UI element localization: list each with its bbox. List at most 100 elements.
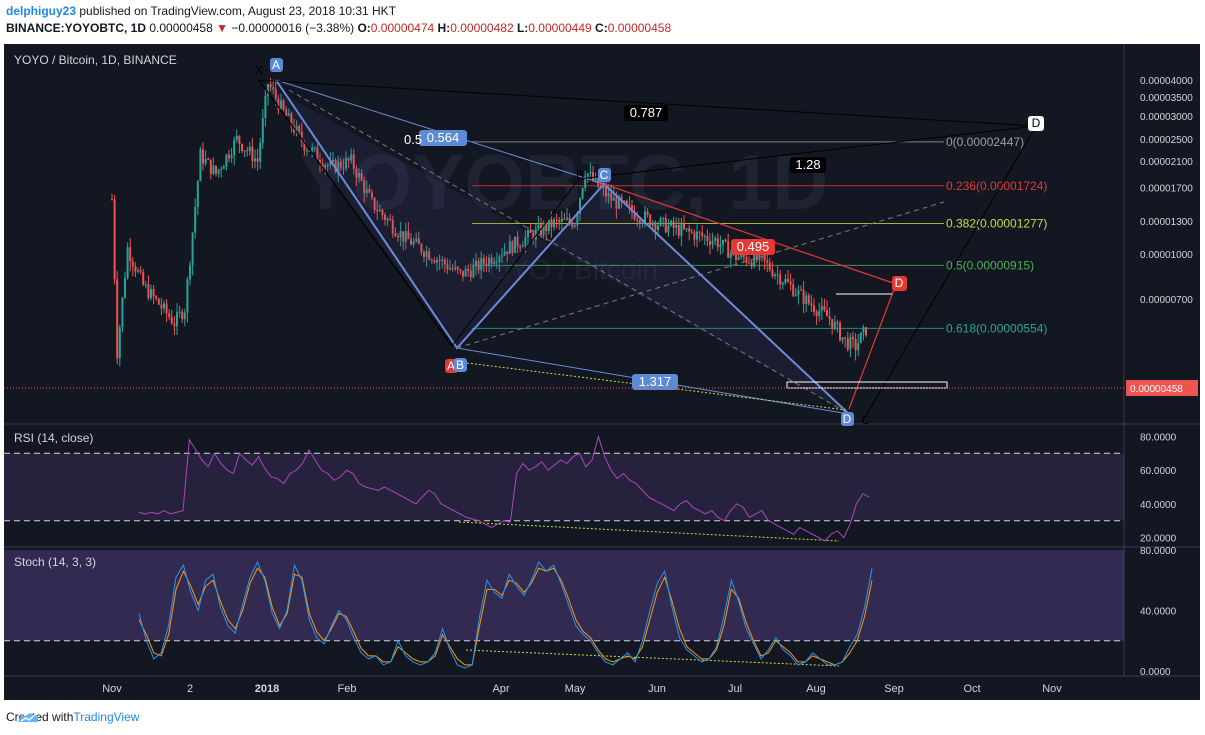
candle-body xyxy=(501,255,503,257)
candle-body xyxy=(813,305,815,313)
ratio-xad-label: 0.787 xyxy=(630,105,663,120)
last-price-tag: 0.00000458 xyxy=(1130,384,1183,395)
candle-body xyxy=(724,239,727,242)
candle-body xyxy=(446,264,449,270)
stoch-tick-label: 0.0000 xyxy=(1140,667,1171,678)
candle-body xyxy=(859,332,862,344)
ratio-xad-bg xyxy=(624,105,668,121)
candle-body xyxy=(469,271,472,278)
candle-body xyxy=(274,89,277,99)
candle-body xyxy=(454,266,457,270)
tradingview-link[interactable]: TradingView xyxy=(73,710,140,724)
point-b2-label-bg xyxy=(454,358,467,372)
candle-body xyxy=(581,188,584,199)
candle-body xyxy=(628,204,631,206)
candle-body xyxy=(584,176,587,189)
candle-body xyxy=(768,262,771,270)
candle-body xyxy=(488,257,490,266)
candle-body xyxy=(534,228,537,240)
stoch-label: Stoch (14, 3, 3) xyxy=(14,555,96,569)
candle-body xyxy=(833,321,836,329)
candle-body xyxy=(168,313,171,318)
price-change: −0.00000016 (−3.38%) xyxy=(231,21,355,35)
bd-dashed-line xyxy=(456,201,945,349)
watermark-symbol: YOYOBTC, 1D xyxy=(300,138,829,226)
candle-body xyxy=(287,113,290,116)
candle-body xyxy=(586,173,589,177)
candle-body xyxy=(698,231,701,233)
candle-body xyxy=(532,232,535,240)
candle-body xyxy=(701,232,704,237)
candle-body xyxy=(644,211,646,223)
candle-body xyxy=(313,147,316,149)
ratio-proj-label: 0.495 xyxy=(737,239,770,254)
candle-body xyxy=(620,196,623,202)
candle-body xyxy=(631,205,633,213)
chart-frame[interactable]: YOYOBTC, 1D YOYO / Bitcoin 0.00004000 0.000… xyxy=(4,44,1200,700)
candle-body xyxy=(347,158,350,161)
candle-body xyxy=(194,206,197,233)
candle-body xyxy=(243,150,246,152)
point-d3-bg xyxy=(892,276,907,291)
point-a2-label: A xyxy=(447,359,455,373)
candle-body xyxy=(397,236,399,238)
candle-body xyxy=(576,213,579,226)
candle-body xyxy=(157,298,160,305)
candle-body xyxy=(186,279,189,313)
candle-body xyxy=(516,236,519,247)
candle-body xyxy=(664,217,667,233)
ohlc-line: BINANCE:YOYOBTC, 1D 0.00000458 ▼ −0.0000… xyxy=(6,21,672,35)
candle-body xyxy=(233,139,236,156)
time-tick-label: Apr xyxy=(492,683,509,695)
candle-body xyxy=(285,109,288,116)
stoch-band-fill xyxy=(4,550,1124,641)
time-tick-label: Jul xyxy=(728,683,742,695)
candle-body xyxy=(670,221,672,226)
candle-body xyxy=(129,247,132,262)
rsi-divergence-line xyxy=(458,521,840,542)
candle-body xyxy=(646,211,649,215)
down-arrow-icon: ▼ xyxy=(216,21,228,35)
candle-body xyxy=(521,245,524,247)
candle-body xyxy=(703,236,706,238)
bd-black-line xyxy=(578,125,1037,180)
candle-body xyxy=(662,217,665,219)
candle-body xyxy=(527,230,529,238)
chart-svg[interactable]: YOYOBTC, 1D YOYO / Bitcoin 0.00004000 0.000… xyxy=(4,44,1200,700)
candle-body xyxy=(228,154,230,159)
candle-body xyxy=(451,268,454,270)
point-c-label: C xyxy=(600,168,609,182)
candle-body xyxy=(612,197,615,201)
time-tick-label: 2 xyxy=(187,683,193,695)
candle-body xyxy=(633,212,636,220)
author-link[interactable]: delphiguy23 xyxy=(6,4,77,18)
candle-body xyxy=(248,146,251,151)
candle-body xyxy=(324,164,327,168)
candle-body xyxy=(789,281,792,285)
candle-body xyxy=(685,228,688,230)
candle-body xyxy=(183,312,186,320)
candle-body xyxy=(417,238,420,244)
candle-body xyxy=(480,258,483,270)
candle-body xyxy=(277,98,280,110)
time-tick-label: Nov xyxy=(102,683,122,695)
candle-body xyxy=(711,240,714,245)
candle-body xyxy=(706,236,709,241)
rsi-tick-label: 60.0000 xyxy=(1140,466,1177,477)
candle-body xyxy=(750,262,753,267)
candle-body xyxy=(298,126,301,132)
fib-level-label: 0(0.00002447) xyxy=(946,135,1024,149)
candle-body xyxy=(163,303,165,309)
low-value: 0.00000449 xyxy=(528,21,592,35)
candle-body xyxy=(719,244,722,248)
candle-body xyxy=(254,158,256,162)
rsi-line xyxy=(138,434,870,542)
candle-body xyxy=(116,279,119,359)
candle-body xyxy=(126,247,129,279)
watermark-name: YOYO / Bitcoin xyxy=(470,254,658,285)
candle-body xyxy=(423,252,425,257)
candle-body xyxy=(142,272,145,285)
candle-body xyxy=(467,268,470,272)
point-d2-label-bg xyxy=(841,412,854,426)
candle-body xyxy=(638,219,641,224)
